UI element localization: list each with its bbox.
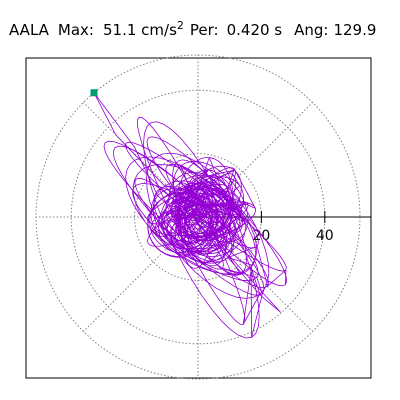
period-label: Per: — [190, 21, 219, 39]
peak-marker — [90, 89, 98, 97]
grid-spoke-315 — [197, 216, 313, 332]
angle-value: 129.9 — [333, 21, 376, 39]
max-label: Max: — [58, 21, 94, 39]
grid-spoke-225 — [83, 216, 199, 332]
radial-axis: 20 40 — [198, 211, 371, 244]
tick-label-40: 40 — [316, 228, 334, 244]
chart-title: AALA Max: 51.1 cm/s2 Per: 0.420 s Ang: 129.9 — [9, 19, 376, 39]
grid-spoke-45 — [197, 102, 313, 218]
peak-marker-layer — [90, 89, 98, 97]
station-name: AALA — [9, 21, 50, 39]
max-value: 51.1 cm/s — [103, 21, 177, 39]
max-unit-exponent: 2 — [177, 19, 184, 32]
orbit-path — [93, 92, 288, 339]
orbit-trace — [93, 92, 288, 339]
angle-label: Ang: — [294, 21, 328, 39]
period-value: 0.420 s — [227, 21, 283, 39]
